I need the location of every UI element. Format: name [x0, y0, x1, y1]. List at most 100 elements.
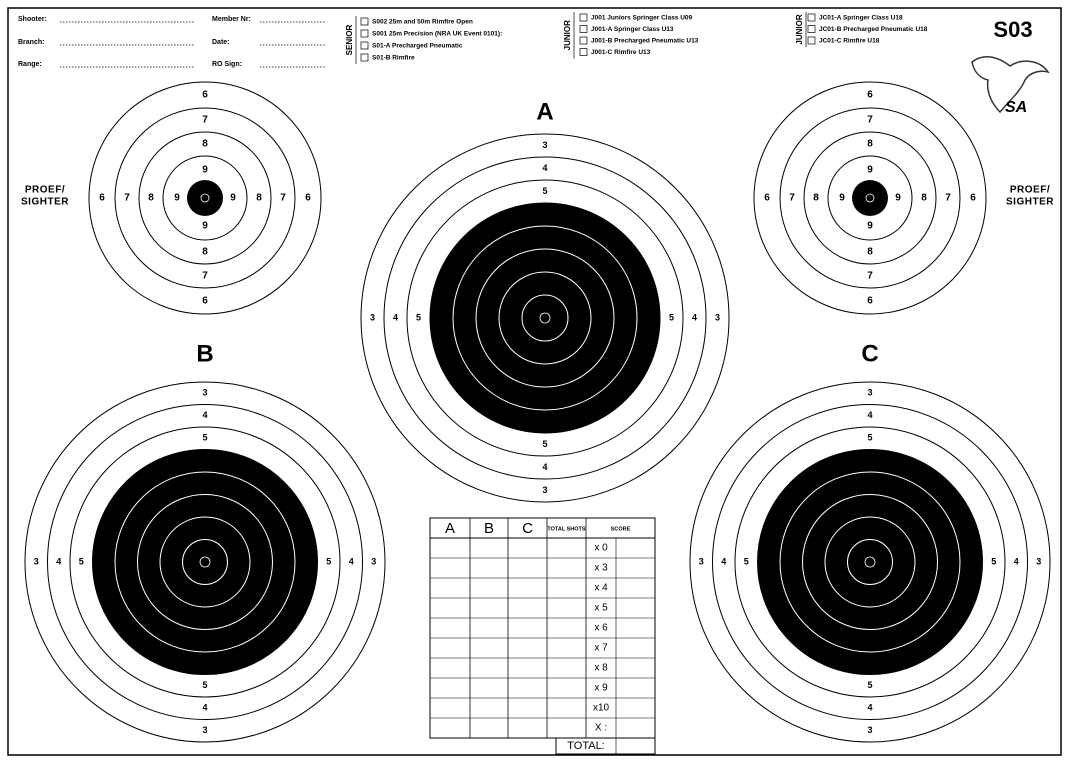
option-label: S01-A Precharged Pneumatic — [372, 43, 463, 50]
ring-label: 7 — [462, 312, 467, 322]
ring — [521, 294, 569, 342]
ring-label: 8 — [202, 613, 207, 623]
ring-label: 6 — [99, 193, 105, 204]
ring-label: 7 — [867, 115, 873, 126]
checkbox — [807, 13, 816, 22]
ring-label: 8 — [867, 500, 872, 510]
row-label: x 9 — [594, 683, 608, 694]
target-name: B — [196, 340, 213, 367]
ring-label: 4 — [692, 312, 697, 322]
sighter-label: SIGHTER — [1006, 197, 1054, 208]
checkbox — [360, 17, 369, 26]
bull — [852, 180, 888, 216]
inner-ring — [200, 193, 210, 203]
ring-label: 7 — [281, 556, 286, 566]
ring-label: 5 — [416, 312, 421, 322]
ring-label: 7 — [867, 635, 872, 645]
ring-label: 6 — [305, 193, 311, 204]
ring-label: 8 — [867, 247, 873, 258]
ring-label: 3 — [699, 556, 704, 566]
ring-label: 6 — [202, 90, 208, 101]
ring-label: 5 — [542, 439, 547, 449]
field-label: Shooter: — [18, 16, 47, 23]
table-header: TOTAL SHOTS — [547, 526, 586, 532]
ring-label: 6 — [542, 416, 547, 426]
ring-label: 5 — [542, 186, 547, 196]
ring-label: 6 — [101, 556, 106, 566]
ring-label: 4 — [867, 410, 872, 420]
ring — [182, 539, 228, 585]
ring-label: 6 — [764, 193, 770, 204]
ring-label: 6 — [867, 455, 872, 465]
ring-label: 4 — [202, 410, 207, 420]
ring-label: 3 — [202, 388, 207, 398]
ring-label: 6 — [202, 658, 207, 668]
ring-label: 7 — [623, 312, 628, 322]
inner-ring — [865, 193, 875, 203]
row-label: x 8 — [594, 663, 608, 674]
ring-label: 9 — [174, 193, 180, 204]
ring — [847, 539, 893, 585]
total-label: TOTAL: — [567, 740, 605, 752]
inner-ring — [199, 556, 211, 568]
checkbox — [360, 41, 369, 50]
ring-label: 9 — [202, 590, 207, 600]
ring-label: 3 — [34, 556, 39, 566]
ring-label: 7 — [202, 271, 208, 282]
ring-label: 4 — [349, 556, 354, 566]
ring-label: 8 — [259, 556, 264, 566]
ring-label: 5 — [326, 556, 331, 566]
logo: SA — [971, 56, 1050, 116]
ring-label: 5 — [669, 312, 674, 322]
option-label: J001 Juniors Springer Class U09 — [591, 15, 693, 22]
ring-label: 4 — [56, 556, 61, 566]
ring-label: 6 — [867, 296, 873, 307]
ring-label: 8 — [202, 500, 207, 510]
ring-label: 9 — [508, 312, 513, 322]
ring-label: 4 — [542, 462, 547, 472]
ring-label: 9 — [236, 556, 241, 566]
ring-label: 6 — [439, 312, 444, 322]
ring-label: 5 — [79, 556, 84, 566]
option-label: JC01-C Rimfire U18 — [819, 38, 880, 45]
ring-label: 7 — [280, 193, 286, 204]
inner-ring — [539, 312, 551, 324]
option-label: S001 25m Precision (NRA UK Event 0101): — [372, 31, 502, 38]
ring-label: 4 — [1014, 556, 1019, 566]
ring-label: 9 — [867, 590, 872, 600]
ring-label: 7 — [202, 635, 207, 645]
ring-label: 8 — [924, 556, 929, 566]
ring-label: 4 — [867, 703, 872, 713]
ring-label: 3 — [371, 556, 376, 566]
row-label: x10 — [593, 703, 610, 714]
ring-label: 8 — [542, 255, 547, 265]
ring-label: 6 — [867, 90, 873, 101]
ring-label: 4 — [393, 312, 398, 322]
ring-label: 9 — [542, 278, 547, 288]
ring-label: 7 — [124, 193, 130, 204]
target-name: A — [536, 98, 553, 125]
ring-label: 9 — [542, 347, 547, 357]
option-label: J001-B Precharged Pneumatic U13 — [591, 38, 699, 45]
logo-shape — [971, 56, 1050, 114]
option-label: S002 25m and 50m Rimfire Open — [372, 19, 473, 26]
ring-label: 9 — [202, 523, 207, 533]
option-label: J001-C Rimfire U13 — [591, 49, 651, 56]
table-header: B — [484, 520, 494, 537]
ring-label: 3 — [867, 725, 872, 735]
target-name: C — [861, 340, 878, 367]
ring-label: 9 — [202, 221, 208, 232]
ring-label: 5 — [202, 680, 207, 690]
checkbox — [807, 36, 816, 45]
sighter-label: PROEF/ — [1010, 185, 1050, 196]
ring-label: 9 — [867, 523, 872, 533]
ring-label: 6 — [969, 556, 974, 566]
option-label: J001-A Springer Class U13 — [591, 26, 674, 33]
ring-label: 6 — [202, 296, 208, 307]
ring-label: 8 — [202, 139, 208, 150]
ring-label: 3 — [867, 388, 872, 398]
ring-label: 9 — [901, 556, 906, 566]
ring-label: 7 — [202, 115, 208, 126]
ring-label: 9 — [202, 165, 208, 176]
